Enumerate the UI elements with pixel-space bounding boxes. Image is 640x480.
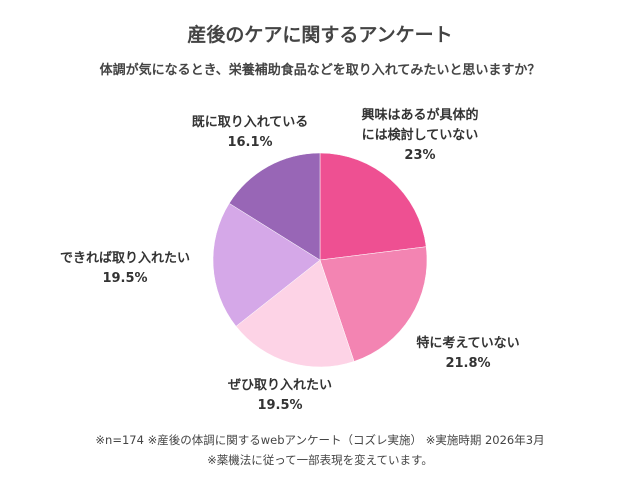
pie-slice-3 xyxy=(212,202,321,327)
slice-value-label: 19.5% xyxy=(102,271,148,286)
footer-note-2: ※薬機法に従って一部表現を変えています。 xyxy=(207,453,433,467)
slice-label-3: できれば取り入れたい 19.5% xyxy=(60,249,190,289)
slice-value-label: 21.8% xyxy=(445,356,491,371)
chart-subtitle: 体調が気になるとき、栄養補助食品などを取り入れてみたいと思いますか？ xyxy=(99,63,541,78)
pie-slice-2 xyxy=(235,259,355,368)
slice-label-text: 興味はあるが具体的 xyxy=(361,108,479,123)
slice-label-text: 特に考えていない xyxy=(416,336,520,351)
slice-label-text: できれば取り入れたい xyxy=(59,251,191,266)
pie-slice-1 xyxy=(319,246,428,362)
slice-label-text: 既に取り入れている xyxy=(191,115,309,130)
slice-label-0: 興味はあるが具体的 には検討していない 23% xyxy=(361,106,478,166)
footer-note-1: ※n=174 ※産後の体調に関するwebアンケート（コズレ実施） ※実施時期 2… xyxy=(95,433,545,447)
pie-slice-4 xyxy=(228,152,321,261)
pie-slice-0 xyxy=(319,152,427,261)
slice-value-label: 16.1% xyxy=(227,135,273,150)
slice-label-4: 既に取り入れている 16.1% xyxy=(192,113,309,153)
slice-label-text: には検討していない xyxy=(361,128,479,143)
chart-title: 産後のケアに関するアンケート xyxy=(187,24,453,46)
slice-label-2: ぜひ取り入れたい 19.5% xyxy=(228,376,332,416)
slice-value-label: 23% xyxy=(404,148,436,163)
slice-label-text: ぜひ取り入れたい xyxy=(227,378,333,393)
slice-label-1: 特に考えていない 21.8% xyxy=(416,334,519,374)
slice-value-label: 19.5% xyxy=(257,398,303,413)
